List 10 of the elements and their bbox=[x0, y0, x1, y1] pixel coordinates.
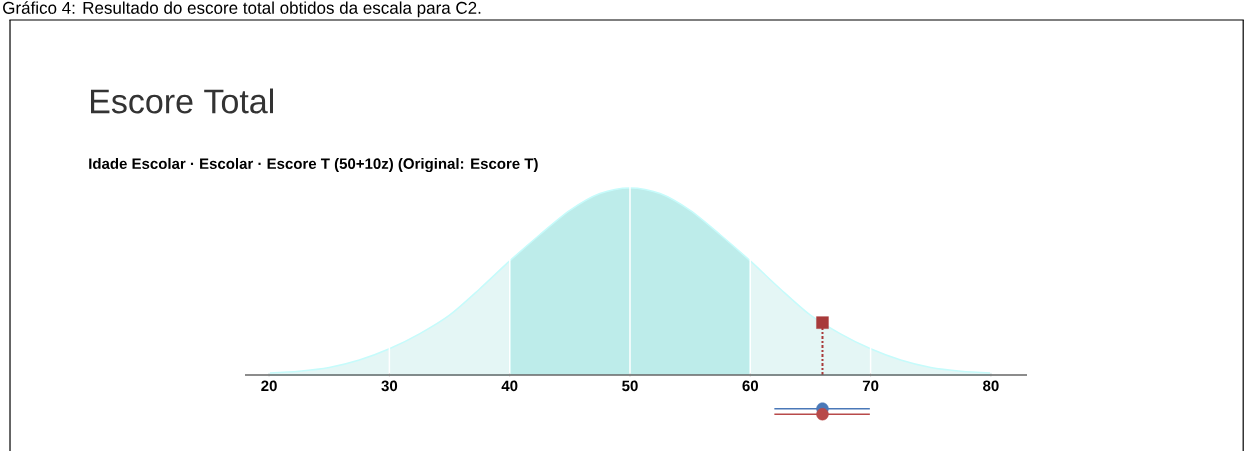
chart-subtitle: Idade Escolar · Escolar · Escore T (50+10z) (Original: Escore T) bbox=[89, 157, 538, 173]
x-tick-label: 30 bbox=[381, 380, 398, 392]
x-tick-label: 50 bbox=[622, 380, 638, 392]
text: Gráfico 4: Resultado do escore total obtidos da escala para C2. bbox=[3, 1, 481, 18]
x-tick-label: 70 bbox=[862, 380, 879, 392]
chart-title: Escore Total bbox=[91, 88, 274, 114]
x-tick-label: 40 bbox=[501, 380, 518, 392]
x-tick-label: 80 bbox=[983, 380, 999, 392]
x-tick-label: 20 bbox=[261, 380, 277, 392]
x-tick-label: 60 bbox=[742, 380, 759, 392]
